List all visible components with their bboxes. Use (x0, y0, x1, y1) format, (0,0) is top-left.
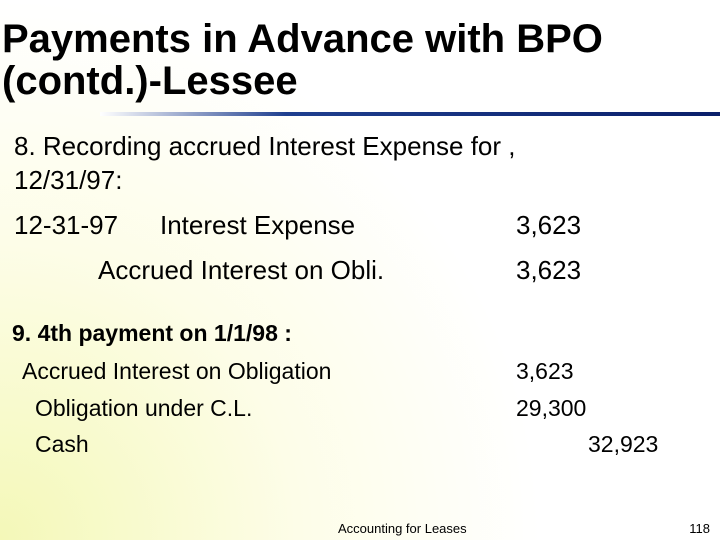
footer-text: Accounting for Leases (338, 521, 467, 536)
entry-amount: 3,623 (516, 358, 574, 384)
page-number: 118 (689, 521, 710, 536)
entry-account: Interest Expense (160, 210, 355, 240)
title-line: Payments in Advance with BPO (2, 17, 603, 61)
entry-amount: 3,623 (516, 210, 581, 240)
section-heading: 9. 4th payment on 1/1/98 : (12, 320, 292, 346)
entry-account: Cash (35, 431, 89, 457)
entry-amount: 29,300 (516, 395, 586, 421)
title-rule (100, 112, 720, 116)
entry-amount: 3,623 (516, 255, 581, 285)
entry-date: 12-31-97 (14, 210, 118, 240)
title-line: (contd.)-Lessee (2, 59, 298, 103)
entry-account: Obligation under C.L. (35, 395, 252, 421)
section-heading: 8. Recording accrued Interest Expense fo… (14, 131, 516, 161)
section-heading: 12/31/97: (14, 165, 122, 195)
entry-account: Accrued Interest on Obli. (98, 255, 384, 285)
entry-amount: 32,923 (588, 431, 658, 457)
entry-account: Accrued Interest on Obligation (22, 358, 331, 384)
